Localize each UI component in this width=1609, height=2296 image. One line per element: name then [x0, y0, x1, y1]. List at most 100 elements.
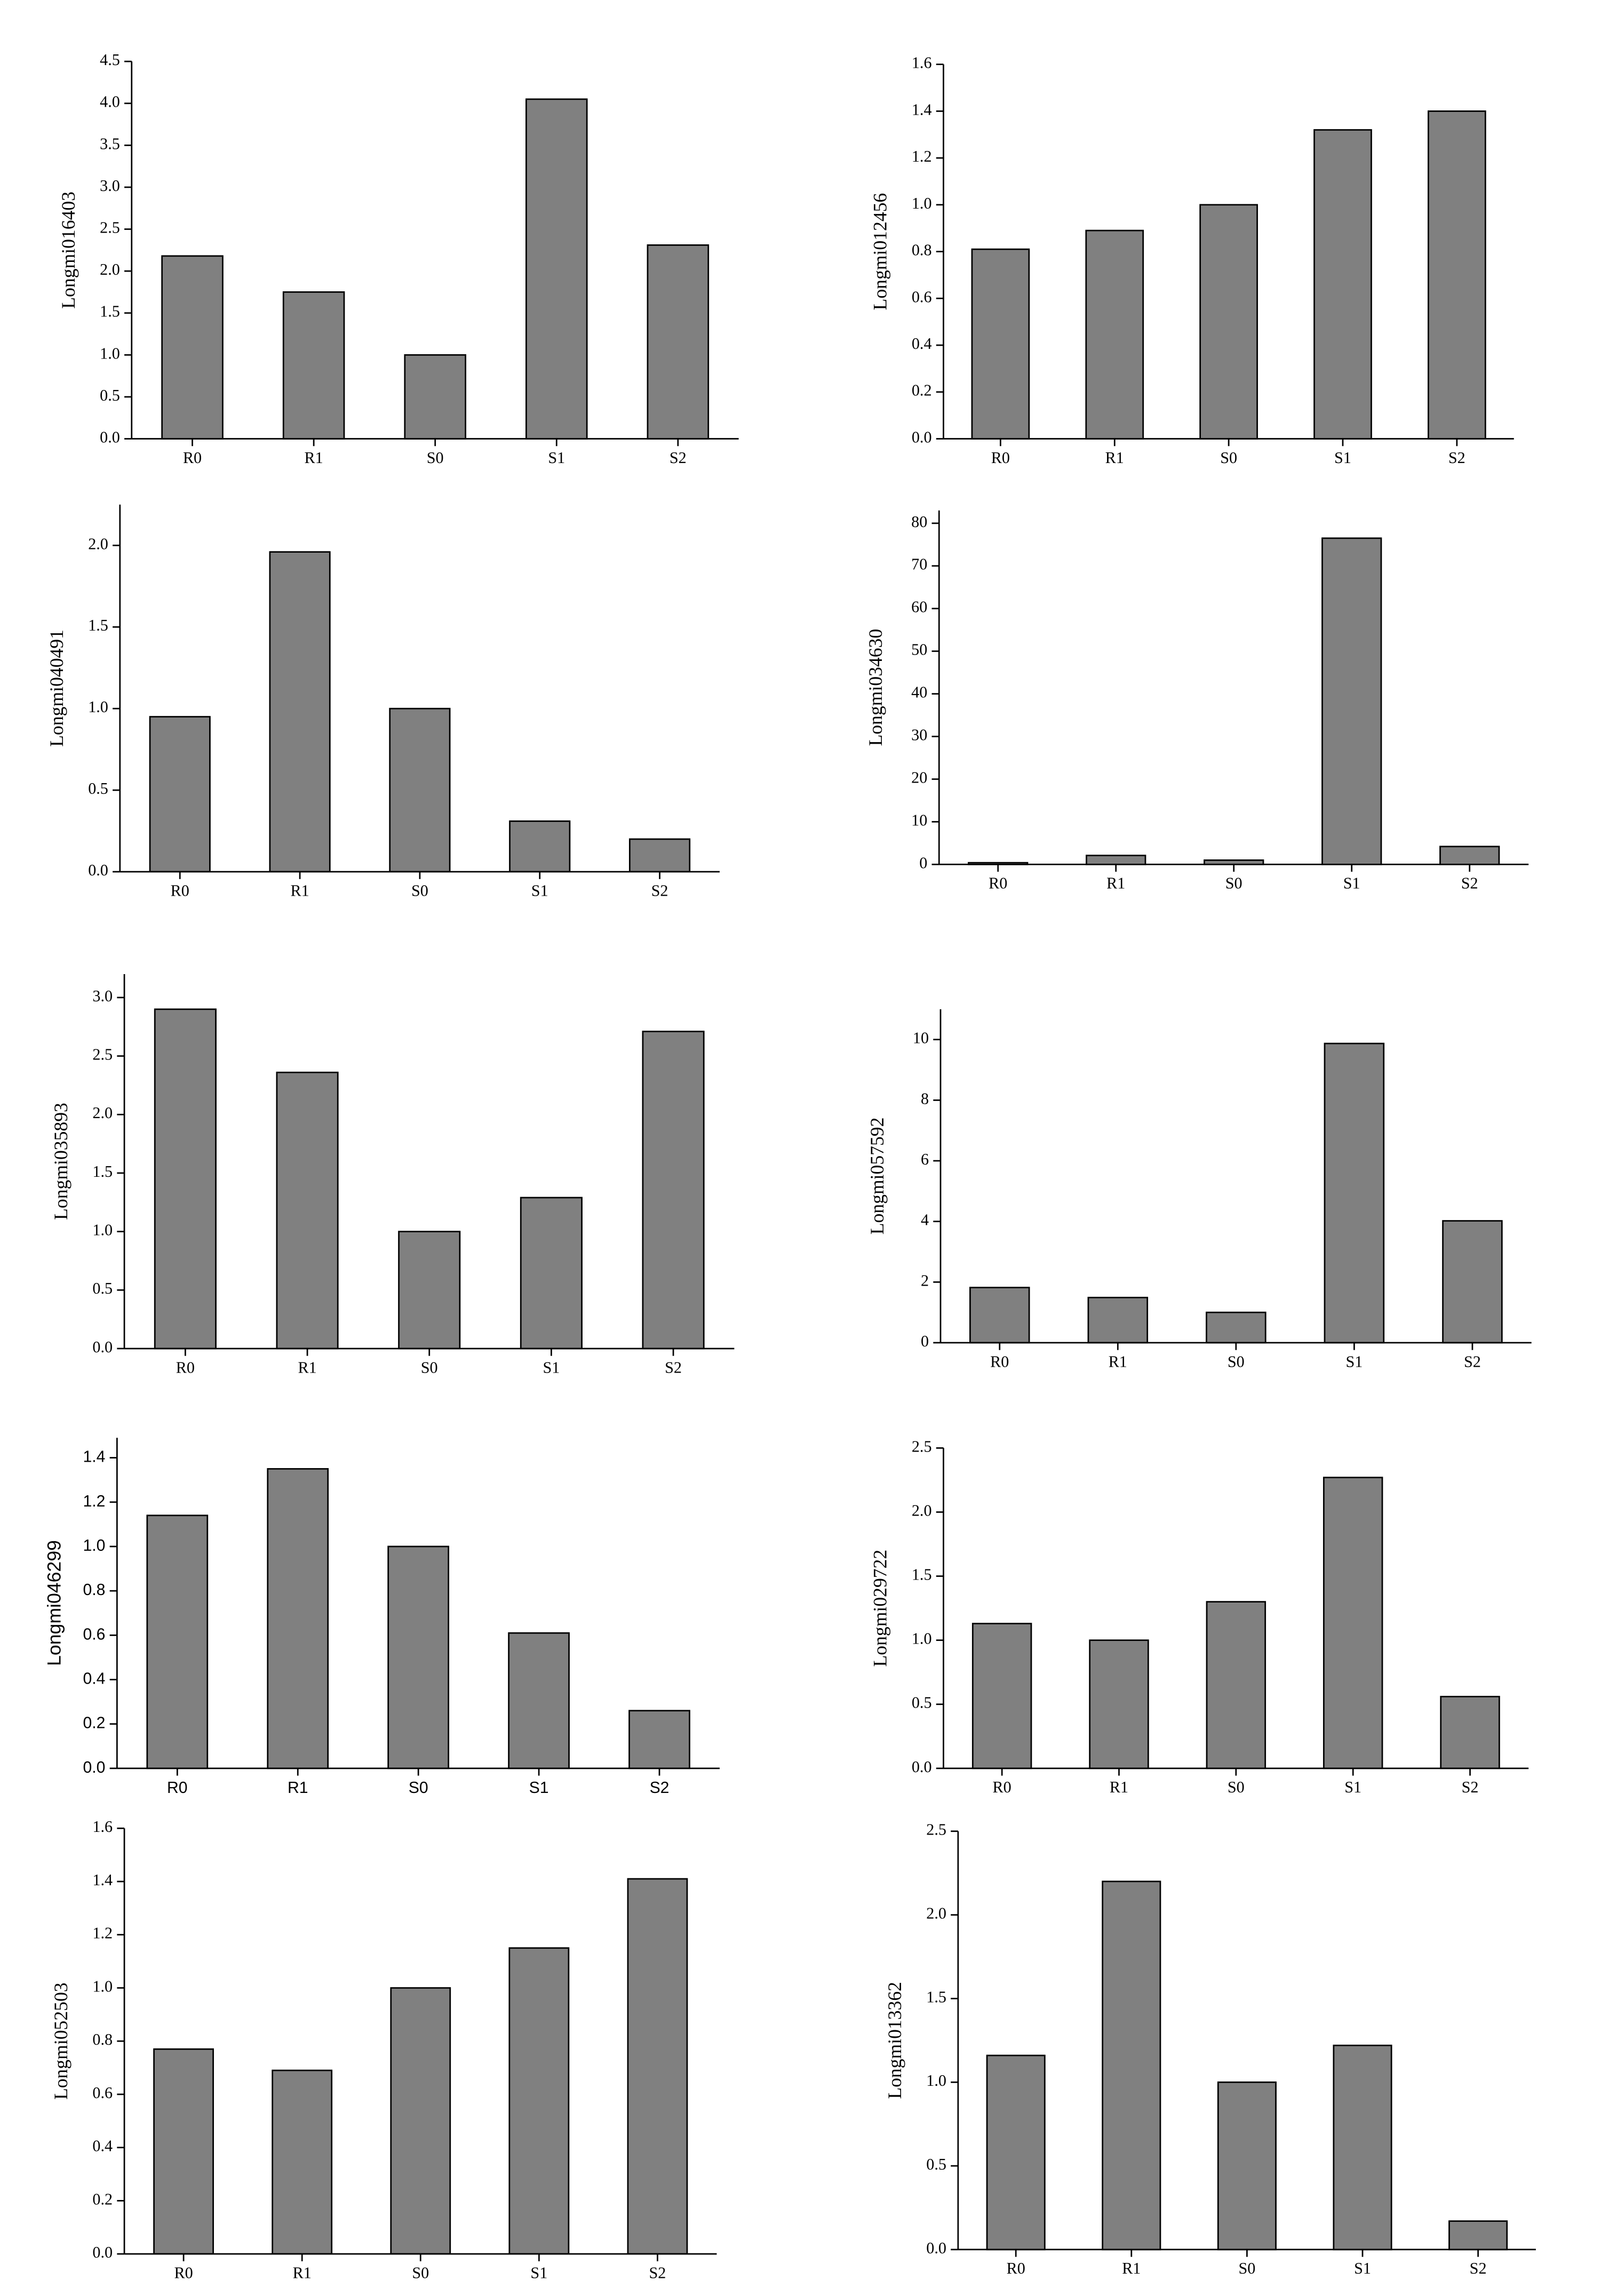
- y-tick-label: 80: [911, 513, 927, 531]
- bar-chart: 0.0 0.5 1.0 1.5 2.0 2.5 3.0 R0 R1 S0 S1 S2 Longmi035…: [50, 974, 735, 1376]
- y-axis-label: Longmi046299: [44, 1540, 65, 1666]
- bar: [1085, 229, 1144, 440]
- y-tick-label: 0.2: [912, 381, 932, 400]
- y-tick-label: 0.5: [926, 2155, 946, 2173]
- y-tick-label: 0.5: [92, 1279, 113, 1297]
- x-tick-label: S1: [1343, 874, 1360, 892]
- x-tick-label: S1: [1345, 1352, 1363, 1370]
- bar: [1440, 1695, 1500, 1769]
- y-tick-label: 0.5: [100, 386, 120, 404]
- x-tick-label: S0: [1228, 1778, 1245, 1796]
- x-tick-label: S2: [1448, 449, 1465, 467]
- y-tick-label: 20: [911, 768, 927, 786]
- y-tick-label: 1.4: [912, 100, 932, 118]
- bar: [387, 1545, 450, 1769]
- bar: [971, 1623, 1032, 1769]
- bar: [282, 291, 345, 440]
- bar: [1448, 2220, 1508, 2251]
- x-tick-label: R1: [1110, 1778, 1128, 1796]
- y-tick-label: 0.0: [926, 2239, 946, 2257]
- x-tick-label: R0: [991, 449, 1010, 467]
- y-axis-label: Longmi012456: [869, 193, 890, 310]
- x-tick-label: S0: [1228, 1352, 1245, 1370]
- bar: [1439, 846, 1500, 865]
- y-tick-label: 0.2: [83, 1715, 105, 1732]
- bar: [1102, 1880, 1161, 2251]
- y-tick-label: 40: [911, 683, 927, 701]
- y-tick-label: 1.5: [92, 1162, 113, 1181]
- y-tick-label: 10: [913, 1029, 929, 1047]
- y-tick-label: 1.0: [912, 194, 932, 212]
- bar: [971, 248, 1030, 440]
- y-tick-label: 0.4: [83, 1670, 105, 1687]
- bar: [1321, 537, 1382, 865]
- bar: [647, 244, 710, 440]
- bar: [1089, 1639, 1149, 1769]
- y-tick-label: 1.0: [926, 2071, 946, 2090]
- bar: [627, 1878, 688, 2255]
- y-tick-label: 1.5: [100, 302, 120, 321]
- bar: [272, 2069, 333, 2255]
- bar: [508, 1632, 570, 1769]
- y-tick-label: 1.5: [926, 1988, 946, 2006]
- y-tick-label: 0.0: [83, 1759, 105, 1776]
- y-tick-label: 0.8: [92, 2030, 113, 2048]
- y-axis-label: Longmi057592: [866, 1118, 888, 1235]
- y-tick-label: 0.8: [912, 241, 932, 259]
- y-tick-label: 10: [911, 811, 927, 829]
- x-tick-label: S2: [670, 449, 687, 467]
- y-axis-label: Longmi034630: [865, 629, 886, 746]
- y-tick-label: 0.5: [88, 779, 108, 798]
- bar: [1217, 2081, 1277, 2251]
- x-tick-label: S0: [1220, 449, 1237, 467]
- bar-chart: 0.0 0.2 0.4 0.6 0.8 1.0 1.2 1.4 R0 R1 S0 S1 S2 Longmi…: [44, 1438, 720, 1797]
- y-tick-label: 2.0: [100, 260, 120, 278]
- bar: [154, 1008, 217, 1350]
- y-tick-label: 0.0: [100, 428, 120, 446]
- x-tick-label: R1: [1109, 1352, 1127, 1370]
- y-tick-label: 2.5: [912, 1437, 932, 1455]
- y-axis-label: Longmi040491: [46, 629, 67, 747]
- x-tick-label: S1: [1334, 449, 1351, 467]
- bar: [1206, 1311, 1267, 1344]
- y-tick-label: 0.0: [912, 428, 932, 446]
- y-axis-label: Longmi016403: [58, 192, 79, 309]
- bar: [1206, 1601, 1267, 1769]
- y-tick-label: 1.4: [83, 1448, 105, 1466]
- bar-chart: 0.0 0.2 0.4 0.6 0.8 1.0 1.2 1.4 1.6 R0 R1 S0 S1 S2 Lon…: [869, 54, 1514, 467]
- x-tick-label: S2: [650, 1779, 670, 1797]
- x-tick-label: R1: [305, 449, 323, 467]
- bar-chart: 0.0 0.5 1.0 1.5 2.0 2.5 3.0 3.5 4.0 4.5 R0 R1 S0 S1 S2…: [58, 51, 739, 467]
- y-tick-label: 0.0: [92, 1338, 113, 1356]
- y-tick-label: 1.6: [912, 54, 932, 72]
- bar: [520, 1197, 583, 1350]
- x-tick-label: S2: [1461, 874, 1478, 892]
- y-tick-label: 1.5: [88, 616, 108, 634]
- bar-chart: 0.0 0.5 1.0 1.5 2.0 R0 R1 S0 S1 S2 Longmi040491: [46, 504, 720, 899]
- y-tick-label: 4: [921, 1211, 929, 1229]
- bar: [398, 1231, 461, 1350]
- bar-chart: 0.0 0.5 1.0 1.5 2.0 2.5 R0 R1 S0 S1 S2 Longmi013362: [884, 1821, 1536, 2277]
- bar: [986, 2054, 1046, 2251]
- bar: [404, 354, 466, 440]
- y-tick-label: 0: [921, 1332, 929, 1350]
- bar: [1428, 110, 1486, 440]
- bar: [149, 716, 211, 873]
- bar: [628, 838, 691, 873]
- y-tick-label: 1.0: [92, 1221, 113, 1239]
- y-tick-label: 8: [921, 1089, 929, 1107]
- y-tick-label: 2.5: [926, 1821, 946, 1839]
- y-tick-label: 1.0: [88, 698, 108, 716]
- x-tick-label: S0: [421, 1358, 438, 1376]
- y-tick-label: 0.0: [88, 861, 108, 879]
- bar: [267, 1468, 329, 1769]
- x-tick-label: R0: [183, 449, 202, 467]
- bar-chart: 0 10 20 30 40 50 60 70 80 R0 R1 S0 S1 S2 Longmi034630: [865, 510, 1529, 892]
- y-tick-label: 0.6: [83, 1625, 105, 1643]
- y-tick-label: 1.2: [912, 147, 932, 165]
- y-tick-label: 1.0: [912, 1630, 932, 1648]
- x-tick-label: S0: [1238, 2259, 1255, 2277]
- y-tick-label: 1.5: [912, 1566, 932, 1584]
- y-tick-label: 0.8: [83, 1581, 105, 1599]
- y-tick-label: 3.0: [100, 177, 120, 195]
